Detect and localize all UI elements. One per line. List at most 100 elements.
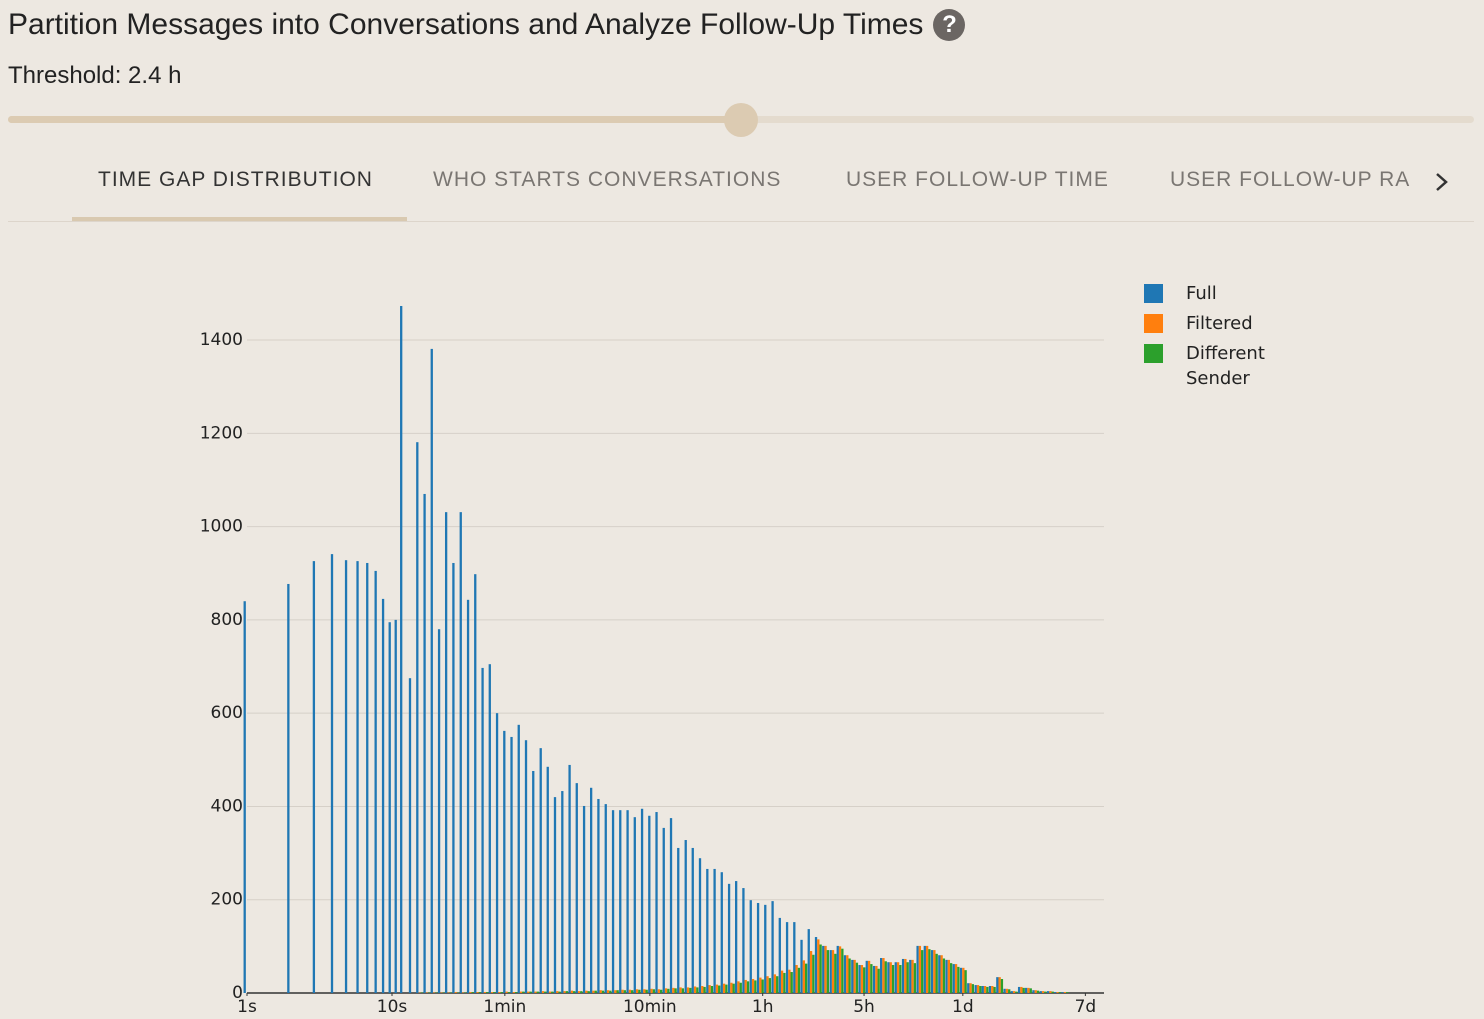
bar [1034, 990, 1037, 993]
help-icon[interactable]: ? [933, 9, 966, 41]
bar [751, 979, 755, 993]
bar [503, 730, 506, 993]
bar [684, 840, 687, 993]
bar [797, 967, 801, 993]
bar [899, 965, 902, 993]
bar [754, 980, 757, 993]
tab-scroll-right[interactable] [1432, 171, 1452, 193]
bar [836, 945, 839, 993]
x-tick-label: 7d [1075, 997, 1097, 1017]
bar [1003, 988, 1006, 993]
bar [780, 970, 784, 993]
bar [514, 992, 518, 993]
bar [344, 560, 348, 993]
bar [822, 945, 825, 993]
bar [655, 812, 658, 993]
bar [589, 787, 593, 993]
bar [606, 990, 610, 993]
bar [580, 991, 583, 993]
bar [785, 922, 789, 993]
bar [991, 986, 994, 993]
bar [783, 972, 786, 993]
bar [519, 991, 523, 993]
bar [1054, 992, 1057, 993]
bar [408, 678, 412, 993]
bar [807, 929, 810, 993]
x-tick-label: 1h [752, 997, 774, 1017]
tab[interactable]: USER FOLLOW-UP RA [1170, 168, 1410, 191]
bar [812, 954, 815, 993]
bar [848, 958, 851, 993]
bar [901, 958, 905, 993]
bar [452, 562, 455, 993]
bar [889, 962, 892, 993]
x-tick-label: 1s [237, 997, 257, 1017]
bar [913, 963, 917, 993]
legend-label[interactable]: Full [1186, 283, 1217, 304]
bar [998, 977, 1001, 993]
bar [1027, 987, 1030, 993]
bar [601, 990, 605, 993]
x-tick-label: 5h [853, 997, 875, 1017]
bar [819, 944, 822, 993]
bar [648, 815, 651, 993]
bar [573, 991, 576, 993]
bar [570, 990, 574, 993]
bar [657, 989, 660, 993]
bar [790, 972, 793, 993]
bar [921, 950, 924, 993]
bar [949, 963, 953, 993]
bar [1041, 991, 1045, 993]
bar [686, 987, 690, 993]
bar [725, 984, 728, 993]
bar [423, 493, 426, 993]
bar [1000, 979, 1004, 993]
bar [906, 962, 909, 993]
bar [330, 554, 334, 993]
bar [577, 991, 581, 993]
bar [437, 629, 441, 993]
bar [597, 798, 600, 993]
bar [872, 965, 876, 993]
bar [394, 619, 397, 993]
bar [1036, 990, 1040, 993]
bar [488, 664, 491, 993]
bar [938, 955, 941, 993]
bar [930, 950, 934, 993]
tab[interactable]: TIME GAP DISTRIBUTION [98, 168, 373, 191]
tab[interactable]: WHO STARTS CONVERSATIONS [433, 168, 782, 191]
bar [681, 988, 685, 993]
bar [976, 985, 980, 993]
bar [490, 992, 494, 993]
bar [809, 951, 813, 993]
bar [891, 965, 895, 993]
bar [971, 984, 975, 993]
bar [708, 985, 711, 993]
bar [510, 736, 513, 993]
legend-label[interactable]: Different Sender [1186, 343, 1265, 389]
bar [974, 985, 977, 993]
bar [742, 888, 745, 993]
bar [916, 945, 919, 993]
bar [599, 990, 602, 993]
bar [904, 958, 907, 993]
bar [983, 986, 987, 993]
bar [703, 986, 706, 993]
bar [527, 991, 530, 993]
slider-thumb[interactable] [724, 103, 758, 137]
tab[interactable]: USER FOLLOW-UP TIME [846, 168, 1109, 191]
bar [715, 984, 719, 993]
bar [969, 983, 972, 993]
bar [706, 868, 709, 993]
legend-label[interactable]: Filtered [1186, 313, 1253, 334]
bar [469, 992, 472, 993]
bar [1032, 990, 1035, 993]
bar [1025, 987, 1028, 993]
bar [507, 992, 511, 993]
bar [483, 992, 487, 993]
bar [1022, 987, 1025, 993]
active-tab-indicator [72, 217, 407, 221]
bar [870, 964, 873, 993]
